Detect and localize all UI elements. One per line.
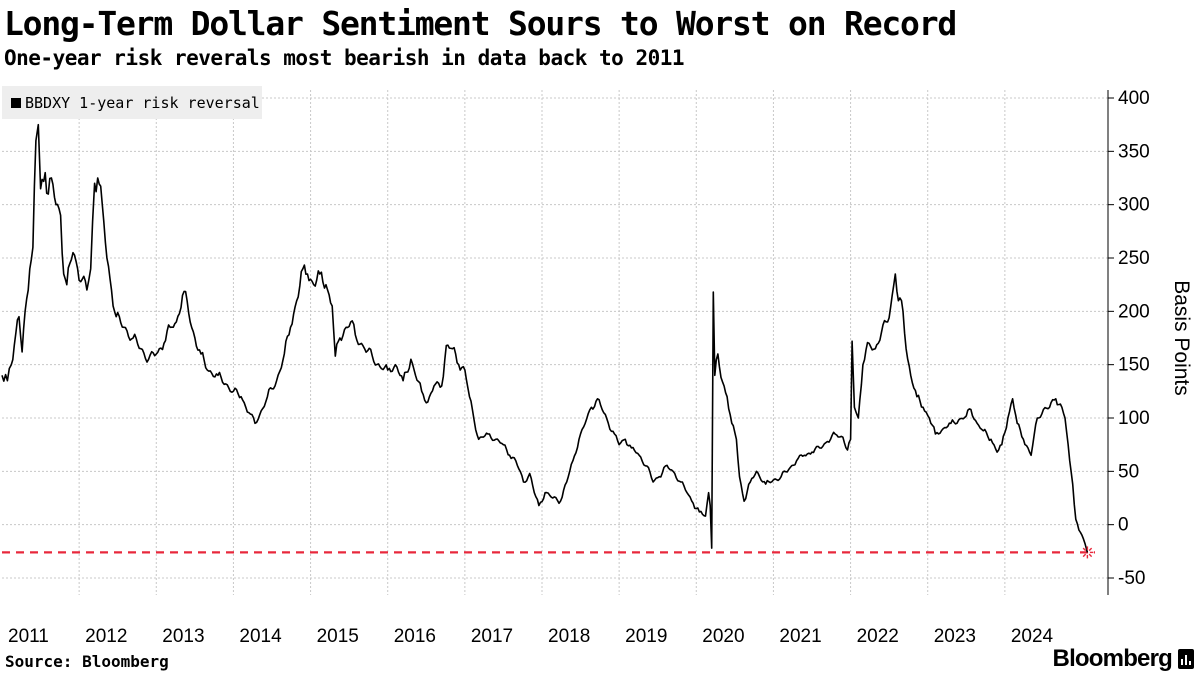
legend: BBDXY 1-year risk reversal <box>2 86 262 119</box>
y-tick-label: 250 <box>1118 248 1150 269</box>
series-group <box>1 123 1094 559</box>
y-axis-title: Basis Points <box>1170 280 1193 396</box>
bloomberg-terminal-icon <box>1178 649 1194 669</box>
y-tick-label: 350 <box>1118 141 1150 162</box>
brand-logo: Bloomberg <box>1052 645 1173 672</box>
y-tick-label: 200 <box>1118 301 1150 322</box>
x-tick-label: 2019 <box>625 626 667 647</box>
x-tick-label: 2022 <box>857 626 899 647</box>
x-tick-label: 2014 <box>239 626 282 647</box>
x-tick-label: 2012 <box>85 626 127 647</box>
chart-subtitle: One-year risk reverals most bearish in d… <box>4 46 685 70</box>
x-tick-label: 2021 <box>779 626 821 647</box>
x-tick-label: 2016 <box>394 626 436 647</box>
y-tick-label: 50 <box>1118 461 1139 482</box>
x-tick-label: 2013 <box>162 626 204 647</box>
x-tick-label: 2018 <box>548 626 590 647</box>
y-tick-label: -50 <box>1118 568 1145 589</box>
source-note: Source: Bloomberg <box>5 652 169 671</box>
x-tick-label: 2011 <box>8 626 49 647</box>
gridlines <box>2 90 1108 595</box>
x-tick-label: 2023 <box>934 626 976 647</box>
y-axis: 400 350 300 250 200 150 100 50 0 -50 <box>1107 88 1150 595</box>
x-tick-label: 2017 <box>471 626 513 647</box>
y-tick-label: 400 <box>1118 88 1150 109</box>
y-tick-label: 300 <box>1118 195 1150 216</box>
y-tick-label: 150 <box>1118 355 1150 376</box>
chart-title: Long-Term Dollar Sentiment Sours to Wors… <box>4 4 957 43</box>
latest-point-marker <box>1081 546 1094 559</box>
legend-swatch <box>11 97 21 108</box>
legend-label: BBDXY 1-year risk reversal <box>25 93 260 112</box>
x-tick-label: 2020 <box>702 626 744 647</box>
y-tick-label: 0 <box>1118 515 1129 536</box>
x-tick-label: 2024 <box>1011 626 1054 647</box>
x-axis: 2011 2012 2013 2014 2015 2016 2017 2018 2019 2020… <box>8 626 1054 647</box>
x-tick-label: 2015 <box>317 626 359 647</box>
y-tick-label: 100 <box>1118 408 1150 429</box>
series-line <box>1 123 1089 553</box>
